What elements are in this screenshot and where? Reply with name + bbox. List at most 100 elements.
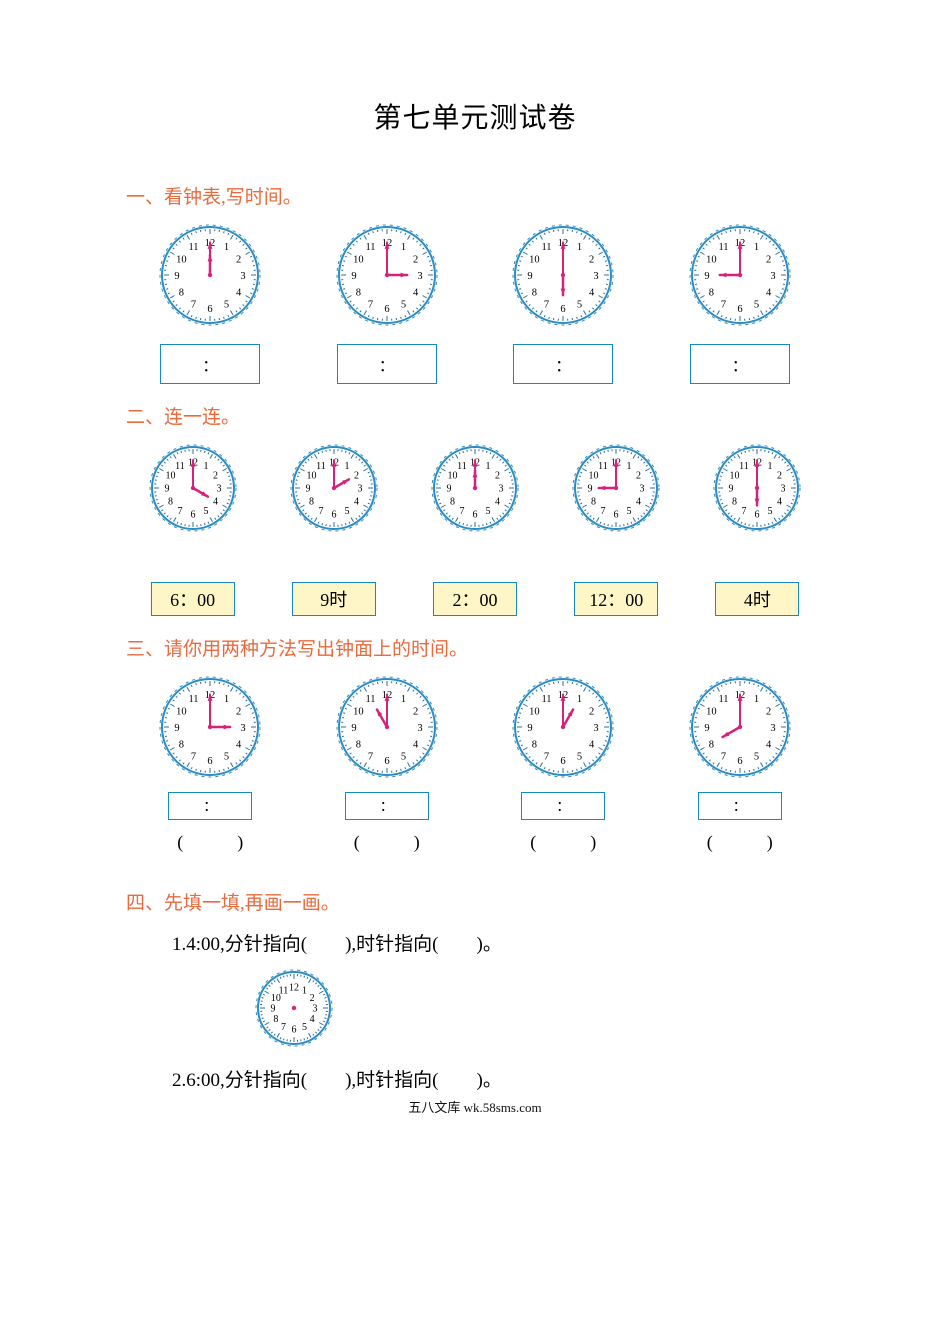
page-title: 第七单元测试卷 [126,96,824,136]
svg-text:7: 7 [281,1022,286,1033]
svg-text:9: 9 [528,271,533,282]
svg-text:9: 9 [351,271,356,282]
svg-text:3: 3 [417,723,422,734]
svg-text:7: 7 [544,299,549,310]
section2-label-5: 4时 [715,582,799,616]
svg-text:8: 8 [532,287,537,298]
section3-answer-2[interactable]: ： [345,792,429,820]
section2-label-2: 9时 [292,582,376,616]
svg-text:3: 3 [499,484,504,495]
svg-text:7: 7 [177,506,182,517]
svg-text:11: 11 [365,242,375,253]
section1-heading: 一、看钟表,写时间。 [126,182,824,209]
section1-answer-2[interactable]: ： [337,344,437,384]
svg-text:8: 8 [450,497,455,508]
section3-answer-4[interactable]: ： [698,792,782,820]
section1-clock-4: 121234567891011 [688,223,792,332]
section2-heading: 二、连一连。 [126,402,824,429]
svg-text:6: 6 [737,304,742,315]
svg-text:3: 3 [770,723,775,734]
svg-text:1: 1 [302,985,307,996]
section1-answer-1[interactable]: ： [160,344,260,384]
svg-text:7: 7 [544,751,549,762]
svg-text:9: 9 [351,723,356,734]
svg-text:1: 1 [203,461,208,472]
svg-text:7: 7 [742,506,747,517]
svg-text:9: 9 [704,723,709,734]
svg-text:3: 3 [594,271,599,282]
section3-answer-1[interactable]: ： [168,792,252,820]
svg-text:3: 3 [313,1004,318,1015]
section2-label-row: 6：00 9时 2：00 12：00 4时 [126,582,824,616]
svg-text:7: 7 [601,506,606,517]
svg-text:10: 10 [706,706,717,717]
svg-text:6: 6 [614,510,619,521]
svg-text:6: 6 [208,756,213,767]
svg-text:11: 11 [189,242,199,253]
section3-clock-1: 121234567891011 [158,675,262,784]
svg-text:5: 5 [224,299,229,310]
svg-text:8: 8 [591,497,596,508]
section2-label-4: 12：00 [574,582,658,616]
section4-line-2[interactable]: 2.6:00,分针指向( ),时针指向( )。 [172,1065,824,1092]
svg-text:4: 4 [310,1014,315,1025]
section3-paren-4[interactable]: ( ) [707,828,773,854]
svg-text:8: 8 [356,739,361,750]
svg-text:1: 1 [344,461,349,472]
svg-text:8: 8 [732,497,737,508]
svg-text:11: 11 [740,461,750,472]
section1-clock-row: 121234567891011 ： 121234567891011 ： 1212… [126,223,824,384]
svg-text:2: 2 [589,706,594,717]
section4-body: 1.4:00,分针指向( ),时针指向( )。 121234567891011 … [126,929,824,1092]
svg-text:9: 9 [305,484,310,495]
svg-text:3: 3 [770,271,775,282]
svg-text:2: 2 [236,254,241,265]
section3-clock-2: 121234567891011 [335,675,439,784]
svg-text:4: 4 [354,497,359,508]
svg-text:8: 8 [709,739,714,750]
section3-clock-row: 121234567891011 ： ( ) 121234567891011 ： … [126,675,824,854]
section2-label-3: 2：00 [433,582,517,616]
svg-text:11: 11 [542,694,552,705]
svg-text:2: 2 [213,471,218,482]
svg-text:9: 9 [164,484,169,495]
svg-text:8: 8 [179,739,184,750]
svg-text:5: 5 [768,506,773,517]
section4-clock-1: 121234567891011 [254,968,824,1053]
svg-text:10: 10 [529,254,540,265]
svg-text:10: 10 [447,471,457,482]
svg-text:11: 11 [316,461,326,472]
section1-answer-4[interactable]: ： [690,344,790,384]
svg-text:4: 4 [495,497,500,508]
svg-text:11: 11 [189,694,199,705]
section1-answer-3[interactable]: ： [513,344,613,384]
section2-label-1: 6：00 [151,582,235,616]
svg-text:3: 3 [357,484,362,495]
svg-text:7: 7 [368,299,373,310]
svg-text:2: 2 [589,254,594,265]
svg-text:5: 5 [344,506,349,517]
svg-text:6: 6 [190,510,195,521]
svg-text:4: 4 [236,287,242,298]
svg-text:5: 5 [754,299,759,310]
svg-text:10: 10 [353,254,364,265]
svg-text:6: 6 [561,304,566,315]
section2-clock-5: 121234567891011 [712,443,802,538]
svg-text:1: 1 [486,461,491,472]
svg-text:6: 6 [292,1025,297,1036]
svg-text:1: 1 [401,694,406,705]
section3-paren-2[interactable]: ( ) [354,828,420,854]
section3-answer-3[interactable]: ： [521,792,605,820]
svg-text:5: 5 [486,506,491,517]
svg-text:4: 4 [413,287,419,298]
section3-paren-3[interactable]: ( ) [530,828,596,854]
svg-text:3: 3 [417,271,422,282]
section4-heading: 四、先填一填,再画一画。 [126,888,824,915]
section4-line-1[interactable]: 1.4:00,分针指向( ),时针指向( )。 [172,929,824,956]
section3-paren-1[interactable]: ( ) [177,828,243,854]
svg-text:4: 4 [766,739,772,750]
svg-text:7: 7 [318,506,323,517]
svg-text:1: 1 [577,694,582,705]
svg-text:9: 9 [447,484,452,495]
svg-text:6: 6 [473,510,478,521]
